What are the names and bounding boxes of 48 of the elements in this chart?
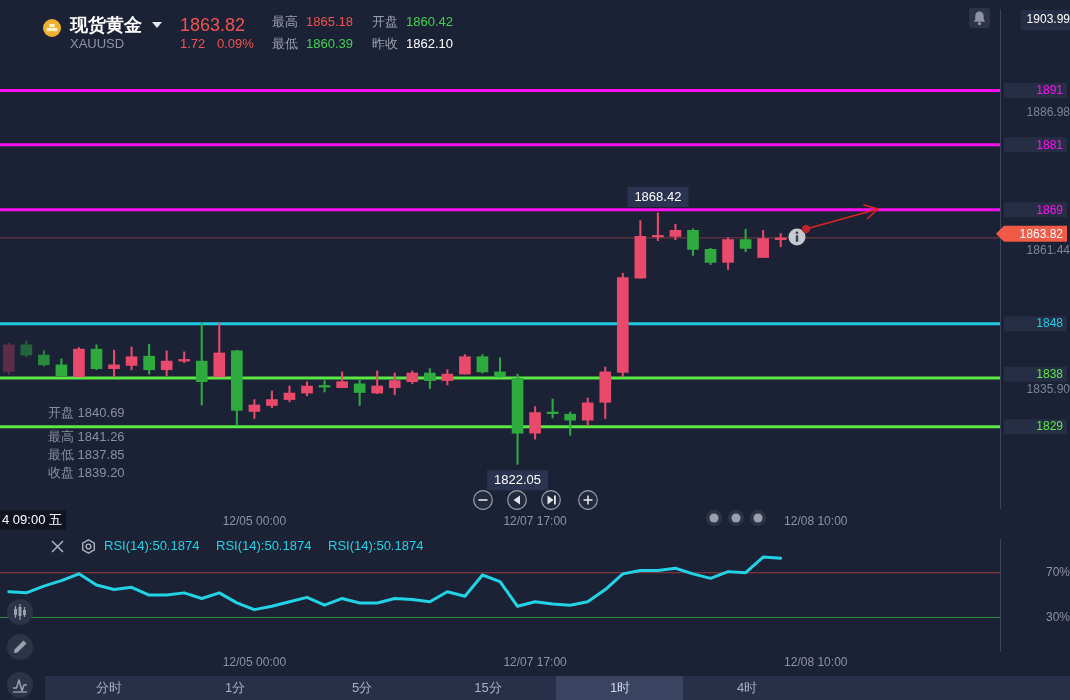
y-tick-label: 30% — [1045, 609, 1070, 624]
annotation: 1865.18 — [306, 13, 353, 30]
ref-line-label: 1869 — [1036, 202, 1064, 217]
ref-line-label: 1891 — [1036, 83, 1064, 98]
annotation: RSI(14):50.1874 — [216, 537, 312, 554]
text: 分时 — [96, 679, 122, 696]
ref-line-label: 1848 — [1036, 316, 1064, 331]
y-tick-label: 70% — [1045, 565, 1070, 580]
annotation: 最高 1841.26 — [48, 428, 125, 445]
x-tick-label: 12/08 10:00 — [784, 654, 848, 669]
y-tick-label: 1903.99 — [1026, 12, 1070, 27]
y-tick-label: 1835.90 — [1026, 381, 1070, 396]
chart-title: 现货黄金 — [70, 14, 142, 36]
annotation: 开盘 — [372, 13, 398, 30]
x-tick-label: 12/08 10:00 — [784, 513, 848, 528]
annotation: 1862.10 — [406, 35, 453, 52]
annotation: 1860.42 — [406, 13, 453, 30]
annotation: 最低 1837.85 — [48, 446, 125, 463]
ref-line-label: 1838 — [1036, 367, 1064, 382]
text: 4时 — [736, 679, 758, 696]
y-tick-label: 1886.98 — [1026, 104, 1070, 119]
annotation: 1860.39 — [306, 35, 353, 52]
annotation: 1868.42 — [634, 189, 682, 205]
ref-line-label: 1881 — [1036, 137, 1064, 152]
annotation: RSI(14):50.1874 — [104, 537, 200, 554]
annotation: 1.72 — [180, 35, 206, 52]
annotation: 1863.82 — [180, 14, 246, 36]
annotation: 1822.05 — [494, 472, 542, 488]
annotation: 最低 — [272, 35, 298, 52]
ref-line-label: 1863.82 — [1019, 226, 1064, 241]
annotation: 0.09% — [217, 35, 254, 52]
y-tick-label: 1861.44 — [1026, 243, 1070, 258]
ref-line-label: 1829 — [1036, 419, 1064, 434]
x-tick-label: 12/07 17:00 — [503, 654, 568, 669]
annotation: 收盘 1839.20 — [48, 464, 125, 481]
annotation: 最高 — [272, 13, 298, 30]
text: 15分 — [474, 679, 502, 696]
x-tick-label: 12/05 00:00 — [222, 654, 287, 669]
annotation: 开盘 1840.69 — [48, 404, 125, 421]
text: XAUUSD — [70, 35, 125, 52]
text: 1分 — [224, 679, 246, 696]
x-tick-label: 12/05 00:00 — [222, 513, 287, 528]
text: 4 09:00 五 — [0, 510, 66, 530]
text: 1时 — [609, 679, 631, 696]
annotation: 昨收 — [372, 35, 398, 52]
text: 5分 — [351, 679, 373, 696]
annotation: RSI(14):50.1874 — [328, 537, 424, 554]
x-tick-label: 12/07 17:00 — [503, 513, 568, 528]
